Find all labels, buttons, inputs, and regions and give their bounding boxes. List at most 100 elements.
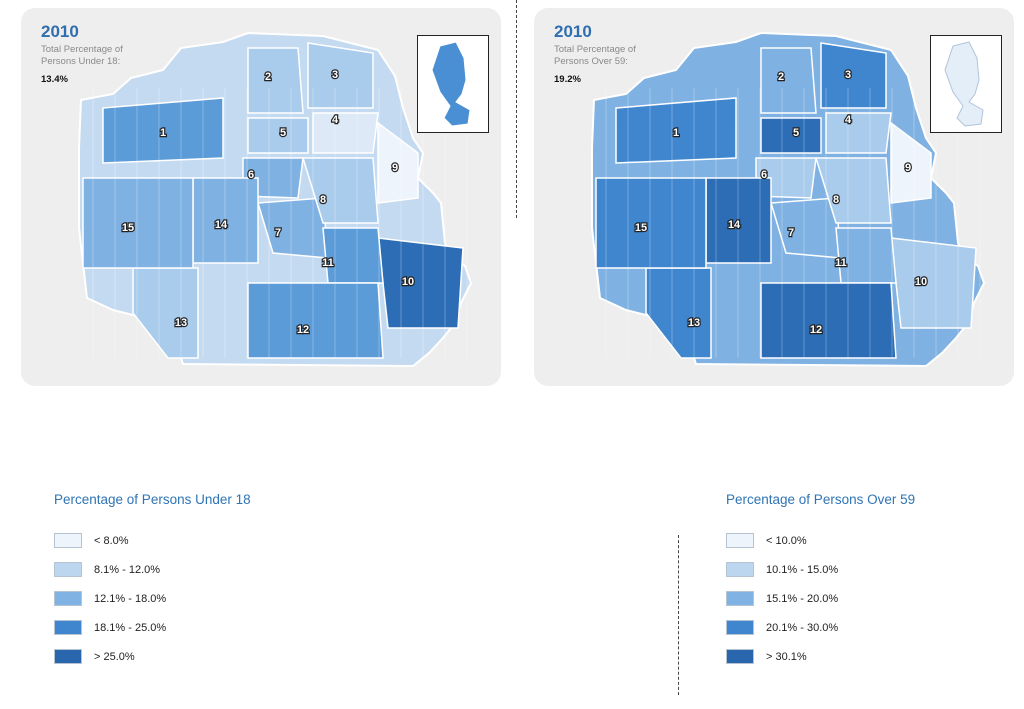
district-8-region (814, 157, 892, 224)
inset-map-treasure-island (417, 35, 489, 133)
district-label: 8 (320, 194, 326, 206)
district-label: 3 (845, 69, 851, 81)
map-panel-under-18: 1 2 3 4 5 6 7 8 9 10 11 12 13 14 15 2010 Total Percent… (21, 8, 501, 386)
district-label: 10 (402, 276, 414, 288)
bottom-divider (678, 535, 679, 695)
year-heading: 2010 (554, 22, 592, 41)
district-label: 7 (275, 227, 281, 239)
district-1-region (615, 97, 737, 164)
legend-label: < 8.0% (94, 534, 129, 547)
legend-title: Percentage of Persons Under 18 (54, 492, 251, 507)
district-9-region (890, 121, 932, 204)
legend-item: > 25.0% (54, 642, 251, 671)
district-label: 10 (915, 276, 927, 288)
district-label: 6 (248, 169, 254, 181)
legend-item: < 10.0% (726, 526, 915, 555)
district-13-region (645, 267, 712, 359)
district-label: 6 (761, 169, 767, 181)
district-label: 2 (778, 71, 784, 83)
legend-item: < 8.0% (54, 526, 251, 555)
legend-swatch (726, 562, 754, 577)
legend-rows: < 10.0% 10.1% - 15.0% 15.1% - 20.0% 20.1% -… (726, 526, 915, 671)
district-label: 12 (297, 324, 309, 336)
district-label: 8 (833, 194, 839, 206)
legend-item: 8.1% - 12.0% (54, 555, 251, 584)
district-label: 2 (265, 71, 271, 83)
year-heading: 2010 (41, 22, 79, 41)
district-15-region (82, 177, 194, 269)
district-label: 11 (835, 257, 847, 269)
district-label: 9 (905, 162, 911, 174)
district-9-region (377, 121, 419, 204)
legend-swatch (54, 591, 82, 606)
total-percentage-value: 19.2% (554, 74, 581, 85)
subtitle-line-2: Persons Under 18: (41, 56, 121, 67)
district-label: 3 (332, 69, 338, 81)
legend-label: 10.1% - 15.0% (766, 563, 839, 576)
district-label: 4 (845, 114, 852, 126)
district-11-region (835, 227, 897, 284)
district-15-region (595, 177, 707, 269)
district-label: 14 (215, 219, 228, 231)
legend-item: 18.1% - 25.0% (54, 613, 251, 642)
legend-label: 8.1% - 12.0% (94, 563, 161, 576)
legend-swatch (54, 649, 82, 664)
treasure-island-icon (944, 41, 984, 127)
district-12-region (760, 282, 897, 359)
district-10-region (377, 237, 464, 329)
district-label: 14 (728, 219, 741, 231)
district-label: 1 (673, 127, 679, 139)
legend-swatch (726, 591, 754, 606)
legend-item: 15.1% - 20.0% (726, 584, 915, 613)
district-1-region (102, 97, 224, 164)
legend-swatch (726, 533, 754, 548)
inset-map-treasure-island (930, 35, 1002, 133)
subtitle-line-1: Total Percentage of (41, 44, 123, 55)
district-label: 13 (688, 317, 700, 329)
legend-item: 20.1% - 30.0% (726, 613, 915, 642)
district-label: 9 (392, 162, 398, 174)
top-divider (516, 0, 517, 218)
district-label: 15 (635, 222, 647, 234)
legend-label: 15.1% - 20.0% (766, 592, 839, 605)
legend-swatch (54, 562, 82, 577)
legend-over-59: Percentage of Persons Over 59 < 10.0% 10.… (726, 492, 915, 671)
legend-swatch (726, 620, 754, 635)
district-12-region (247, 282, 384, 359)
district-8-region (301, 157, 379, 224)
district-label: 5 (280, 127, 286, 139)
district-2-region (247, 47, 304, 114)
legend-label: > 25.0% (94, 650, 135, 663)
legend-title: Percentage of Persons Over 59 (726, 492, 916, 507)
district-label: 4 (332, 114, 339, 126)
district-10-region (890, 237, 977, 329)
district-4-region (825, 112, 892, 154)
legend-label: 12.1% - 18.0% (94, 592, 167, 605)
map-panel-over-59: 1 2 3 4 5 6 7 8 9 10 11 12 13 14 15 2010 Total Percent… (534, 8, 1014, 386)
treasure-island-icon (431, 41, 471, 127)
legend-label: 20.1% - 30.0% (766, 621, 839, 634)
legend-rows: < 8.0% 8.1% - 12.0% 12.1% - 18.0% 18.1% - 2… (54, 526, 251, 671)
district-label: 15 (122, 222, 134, 234)
district-3-region (820, 42, 887, 109)
district-2-region (760, 47, 817, 114)
legend-label: > 30.1% (766, 650, 807, 663)
legend-item: 10.1% - 15.0% (726, 555, 915, 584)
district-label: 7 (788, 227, 794, 239)
legend-under-18: Percentage of Persons Under 18 < 8.0% 8.1… (54, 492, 251, 671)
district-4-region (312, 112, 379, 154)
legend-item: 12.1% - 18.0% (54, 584, 251, 613)
district-13-region (132, 267, 199, 359)
district-3-region (307, 42, 374, 109)
legend-label: < 10.0% (766, 534, 807, 547)
total-percentage-value: 13.4% (41, 74, 68, 85)
legend-swatch (726, 649, 754, 664)
district-label: 13 (175, 317, 187, 329)
district-5-region (247, 117, 309, 154)
district-11-region (322, 227, 384, 284)
subtitle-line-2: Persons Over 59: (554, 56, 628, 67)
legend-swatch (54, 620, 82, 635)
district-label: 12 (810, 324, 822, 336)
subtitle-line-1: Total Percentage of (554, 44, 636, 55)
